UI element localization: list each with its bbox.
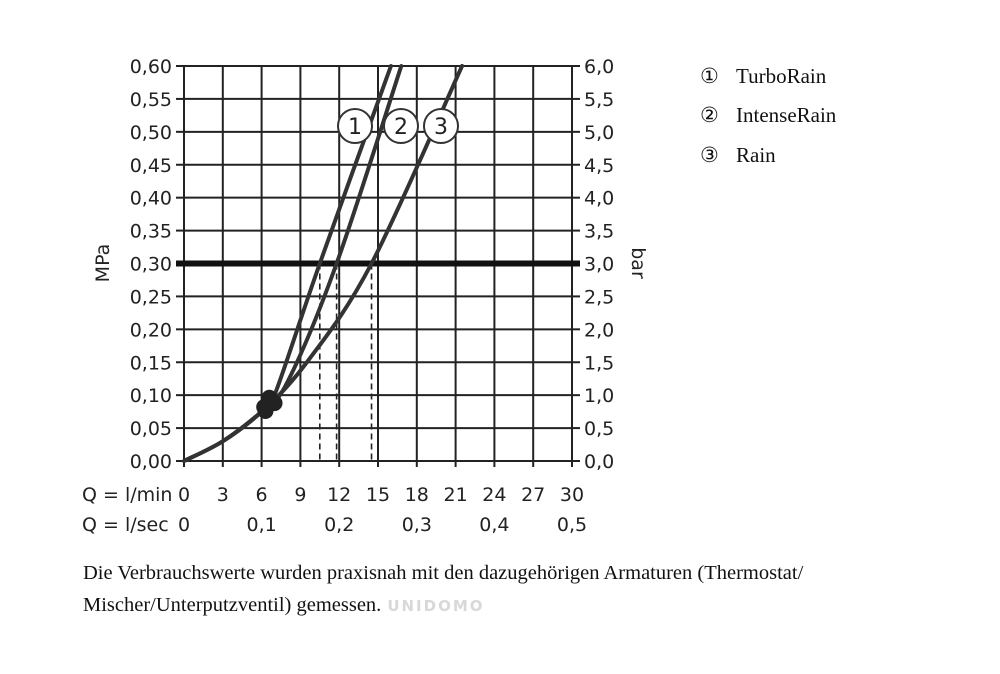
- x-tick-label-lmin: 6: [256, 484, 268, 506]
- y-left-axis-label: MPa: [92, 244, 114, 283]
- x-axis-label-lmin: Q = l/min: [82, 484, 172, 506]
- y-left-tick-label: 0,25: [130, 286, 172, 308]
- x-tick-label-lmin: 27: [521, 484, 545, 506]
- y-right-tick-label: 4,5: [584, 155, 614, 177]
- x-tick-label-lmin: 9: [294, 484, 306, 506]
- y-left-tick-label: 0,30: [130, 254, 172, 276]
- y-right-tick-label: 1,5: [584, 352, 614, 374]
- y-left-tick-label: 0,55: [130, 89, 172, 111]
- curve-marker-label-1: 1: [348, 115, 362, 140]
- y-right-axis-label: bar: [627, 247, 649, 279]
- y-left-tick-label: 0,15: [130, 352, 172, 374]
- y-right-tick-label: 3,5: [584, 221, 614, 243]
- curve-marker-circle-2: [383, 108, 419, 144]
- x-tick-label-lmin: 12: [327, 484, 351, 506]
- y-right-tick-label: 6,0: [584, 56, 614, 78]
- legend-label-rain: Rain: [736, 143, 776, 167]
- x-tick-label-lsec: 0,3: [402, 514, 432, 536]
- legend-symbol-1: ①: [700, 64, 719, 88]
- x-tick-label-lmin: 18: [405, 484, 429, 506]
- x-tick-label-lsec: 0,2: [324, 514, 354, 536]
- curve-marker-circle-3: [423, 108, 459, 144]
- curve-junction-dot: [261, 389, 278, 406]
- y-left-tick-label: 0,35: [130, 221, 172, 243]
- reference-line-group: [176, 260, 580, 461]
- caption-line-2-text: Mischer/Unterputzventil) gemessen.: [83, 594, 382, 616]
- legend-symbol-2: ②: [700, 103, 719, 127]
- y-right-tick-label: 5,5: [584, 89, 614, 111]
- x-tick-label-lsec: 0,1: [246, 514, 276, 536]
- y-left-tick-label: 0,60: [130, 56, 172, 78]
- y-left-tick-label: 0,10: [130, 385, 172, 407]
- legend: ① TurboRain ② IntenseRain ③ Rain: [700, 64, 837, 167]
- y-right-tick-label: 4,0: [584, 188, 614, 210]
- caption-line-1: Die Verbrauchswerte wurden praxisnah mit…: [83, 562, 804, 584]
- x-tick-label-lmin: 15: [366, 484, 390, 506]
- caption-line-2: Mischer/Unterputzventil) gemessen. UNIDOM…: [83, 589, 963, 622]
- curve-junction-dot: [257, 402, 274, 419]
- x-axis-label-lsec: Q = l/sec: [82, 514, 169, 536]
- y-left-tick-label: 0,20: [130, 319, 172, 341]
- tick-labels: 0 3 6 9 12 15 18 21 24 27 300 0,1 0,2 0,3 0,4 0,50,00 0,…: [130, 56, 615, 536]
- legend-symbol-3: ③: [700, 143, 719, 167]
- curve-marker-label-3: 3: [434, 115, 448, 140]
- curve-marker-label-2: 2: [394, 115, 408, 140]
- x-tick-label-lmin: 3: [217, 484, 229, 506]
- curve-rain: [182, 64, 465, 463]
- x-tick-label-lsec: 0,4: [479, 514, 509, 536]
- watermark-logo: UNIDOMO: [387, 597, 485, 615]
- legend-label-intenserain: IntenseRain: [736, 103, 837, 127]
- legend-label-turborain: TurboRain: [736, 64, 827, 88]
- y-right-tick-label: 0,0: [584, 451, 614, 473]
- curve-marker-circle-1: [337, 108, 373, 144]
- x-tick-label-lsec: 0,5: [557, 514, 587, 536]
- curve-markers: 1 2 3: [256, 108, 459, 419]
- y-left-tick-label: 0,40: [130, 188, 172, 210]
- y-left-tick-label: 0,50: [130, 122, 172, 144]
- x-tick-label-lmin: 24: [482, 484, 506, 506]
- y-left-tick-label: 0,45: [130, 155, 172, 177]
- x-tick-label-lmin: 0: [178, 484, 190, 506]
- x-tick-label-lmin: 21: [444, 484, 468, 506]
- y-right-tick-label: 2,5: [584, 286, 614, 308]
- y-right-tick-label: 2,0: [584, 319, 614, 341]
- y-right-tick-label: 0,5: [584, 418, 614, 440]
- y-right-tick-label: 5,0: [584, 122, 614, 144]
- y-right-tick-label: 3,0: [584, 254, 614, 276]
- caption: Die Verbrauchswerte wurden praxisnah mit…: [83, 557, 963, 622]
- y-left-tick-label: 0,05: [130, 418, 172, 440]
- x-tick-label-lmin: 30: [560, 484, 584, 506]
- pressure-flow-chart: 0 3 6 9 12 15 18 21 24 27 300 0,1 0,2 0,3 0,4 0,50,00 0,…: [82, 56, 837, 536]
- x-tick-label-lsec: 0: [178, 514, 190, 536]
- y-right-tick-label: 1,0: [584, 385, 614, 407]
- y-left-tick-label: 0,00: [130, 451, 172, 473]
